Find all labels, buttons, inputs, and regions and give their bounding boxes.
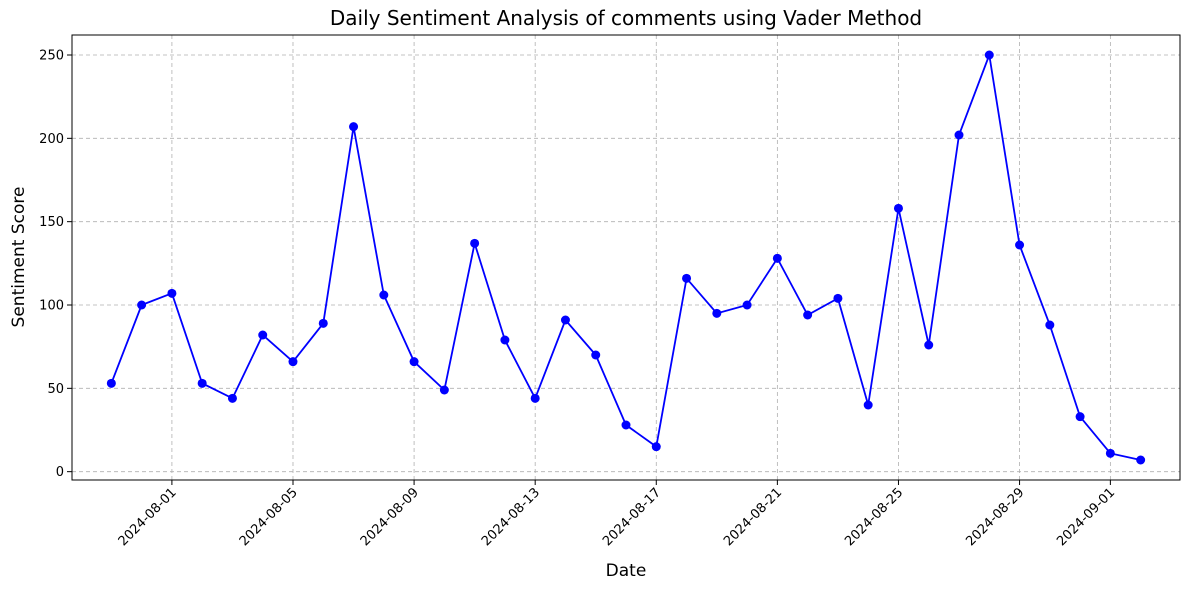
- y-tick-label: 50: [47, 382, 64, 397]
- grid-lines: [72, 35, 1180, 480]
- data-point: [984, 50, 994, 60]
- data-point: [621, 420, 631, 430]
- data-point: [591, 350, 601, 360]
- data-point: [893, 203, 903, 213]
- data-point: [833, 293, 843, 303]
- data-point: [349, 122, 359, 132]
- data-point: [439, 385, 449, 395]
- data-point: [530, 393, 540, 403]
- data-point: [318, 318, 328, 328]
- x-tick-label: 2024-08-21: [721, 485, 785, 549]
- x-axis-title: Date: [606, 561, 647, 581]
- data-point: [197, 378, 207, 388]
- x-tick-label: 2024-08-13: [479, 485, 543, 549]
- data-point: [1045, 320, 1055, 330]
- data-point: [863, 400, 873, 410]
- data-point: [1075, 412, 1085, 422]
- data-point: [1105, 448, 1115, 458]
- data-point: [258, 330, 268, 340]
- series-line: [110, 51, 1141, 461]
- x-tick-label: 2024-08-17: [600, 485, 664, 549]
- data-point: [682, 273, 692, 283]
- x-tick-label: 2024-08-05: [237, 485, 301, 549]
- y-tick-label: 200: [39, 132, 64, 147]
- data-point: [167, 288, 177, 298]
- data-point: [712, 308, 722, 318]
- chart-title: Daily Sentiment Analysis of comments usi…: [330, 6, 922, 30]
- data-point: [379, 290, 389, 300]
- data-point: [470, 238, 480, 248]
- plot-frame: [71, 34, 1181, 481]
- data-point: [560, 315, 570, 325]
- data-point: [227, 393, 237, 403]
- axes: 0 50 100 150 200 250 2024-08-01 2024-08-05 2024-…: [39, 34, 1181, 549]
- data-point: [742, 300, 752, 310]
- data-point: [106, 378, 116, 388]
- data-point: [1015, 240, 1025, 250]
- data-point: [954, 130, 964, 140]
- x-tick-label: 2024-08-09: [358, 485, 422, 549]
- x-tick-label: 2024-08-01: [116, 485, 180, 549]
- data-point: [651, 442, 661, 452]
- data-point: [409, 357, 419, 367]
- data-point: [803, 310, 813, 320]
- y-tick-label: 250: [39, 49, 64, 64]
- data-point: [137, 300, 147, 310]
- x-tick-label: 2024-08-29: [963, 485, 1027, 549]
- y-axis-title: Sentiment Score: [9, 187, 29, 328]
- series-layer: [106, 50, 1146, 465]
- data-point: [1136, 455, 1146, 465]
- data-point: [924, 340, 934, 350]
- x-tick-label: 2024-08-25: [842, 485, 906, 549]
- x-tick-label: 2024-09-01: [1054, 485, 1118, 549]
- data-point: [288, 357, 298, 367]
- y-tick-label: 100: [39, 299, 64, 314]
- y-tick-label: 150: [39, 215, 64, 230]
- y-tick-label: 0: [56, 465, 64, 480]
- data-point: [772, 253, 782, 263]
- data-point: [500, 335, 510, 345]
